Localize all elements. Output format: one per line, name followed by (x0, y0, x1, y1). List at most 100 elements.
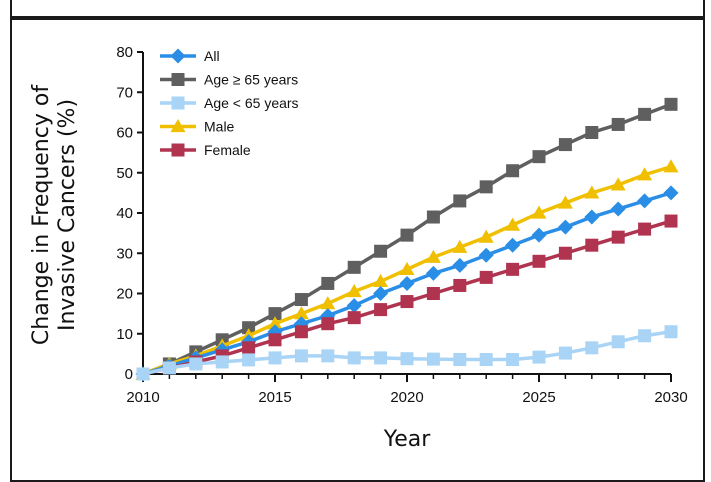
data-point (479, 270, 493, 284)
data-point (321, 349, 335, 363)
data-point (664, 214, 678, 228)
data-point (400, 352, 414, 366)
data-point (505, 217, 521, 231)
data-point (426, 210, 440, 224)
data-point (320, 296, 336, 310)
legend-marker (170, 119, 186, 133)
data-point (400, 228, 414, 242)
data-point (585, 341, 599, 355)
x-tick-label: 2025 (522, 389, 555, 406)
y-axis-title-line2: Invasive Cancers (%) (55, 99, 80, 331)
legend-marker (171, 73, 185, 86)
data-point (663, 159, 679, 173)
data-point (293, 306, 309, 320)
data-point (426, 352, 440, 366)
legend: All Age ≥ 65 years Age < 65 years Male Femal… (160, 48, 299, 158)
y-axis-title-line1: Change in Frequency of (29, 84, 54, 345)
data-point (478, 247, 494, 263)
data-point (347, 311, 361, 325)
data-point (664, 97, 678, 111)
data-point (585, 126, 599, 139)
data-point (321, 317, 335, 331)
series-2 (136, 325, 678, 381)
legend-marker (171, 96, 185, 110)
data-point (611, 230, 625, 244)
data-point (532, 350, 546, 364)
data-point (584, 209, 600, 225)
data-point (425, 249, 441, 263)
legend-label: Female (204, 142, 251, 158)
data-point (452, 239, 468, 253)
x-axis-title: Year (383, 427, 432, 452)
legend-item: Female (160, 142, 251, 158)
data-point (611, 117, 625, 131)
data-point (162, 361, 176, 375)
x-tick-label: 2020 (390, 389, 423, 406)
data-point (242, 321, 256, 335)
legend-item: Male (160, 119, 235, 135)
y-tick-label: 40 (116, 205, 133, 222)
data-point (268, 351, 282, 365)
data-point (585, 238, 599, 252)
data-point (479, 353, 493, 367)
data-point (558, 346, 572, 360)
data-point (453, 353, 467, 367)
data-point (452, 257, 468, 273)
data-point (189, 357, 203, 371)
y-tick-label: 80 (116, 44, 133, 61)
y-tick-label: 10 (116, 326, 133, 343)
data-point (242, 353, 256, 367)
data-point (506, 262, 520, 276)
data-point (346, 298, 362, 314)
data-point (506, 164, 520, 178)
data-point (532, 150, 546, 164)
data-point (558, 138, 572, 152)
data-point (346, 283, 362, 298)
data-point (425, 265, 441, 281)
data-point (294, 293, 308, 307)
data-point (426, 287, 440, 300)
legend-label: Age < 65 years (204, 95, 299, 111)
data-point (638, 329, 652, 343)
data-point (215, 355, 229, 369)
legend-marker (171, 143, 185, 157)
x-tick-label: 2030 (654, 389, 687, 406)
data-point (268, 307, 282, 321)
data-point (610, 177, 626, 191)
data-point (584, 185, 600, 199)
data-point (664, 325, 678, 339)
top-panel-frame (10, 0, 705, 18)
data-point (347, 260, 361, 274)
data-point (267, 316, 283, 330)
data-point (374, 303, 388, 317)
y-tick-label: 70 (116, 84, 133, 101)
legend-item: Age < 65 years (160, 95, 299, 111)
legend-item: Age ≥ 65 years (160, 72, 298, 88)
data-point (638, 107, 652, 121)
data-point (294, 349, 308, 363)
data-point (611, 335, 625, 349)
legend-label: Age ≥ 65 years (204, 72, 298, 88)
x-tick-label: 2010 (126, 389, 159, 406)
y-tick-label: 60 (116, 125, 133, 142)
data-point (268, 333, 282, 347)
data-point (453, 194, 467, 208)
data-point (373, 273, 389, 288)
data-point (347, 351, 361, 365)
y-tick-label: 30 (116, 245, 133, 262)
data-point (399, 275, 415, 291)
data-point (531, 227, 547, 243)
legend-label: Male (204, 119, 235, 135)
data-point (399, 261, 415, 275)
data-point (557, 195, 573, 209)
data-point (373, 286, 389, 301)
data-point (532, 254, 546, 268)
data-point (531, 205, 547, 219)
data-point (321, 276, 335, 290)
legend-label: All (204, 48, 220, 64)
legend-marker (170, 48, 186, 64)
data-point (294, 325, 308, 339)
data-point (242, 341, 256, 355)
